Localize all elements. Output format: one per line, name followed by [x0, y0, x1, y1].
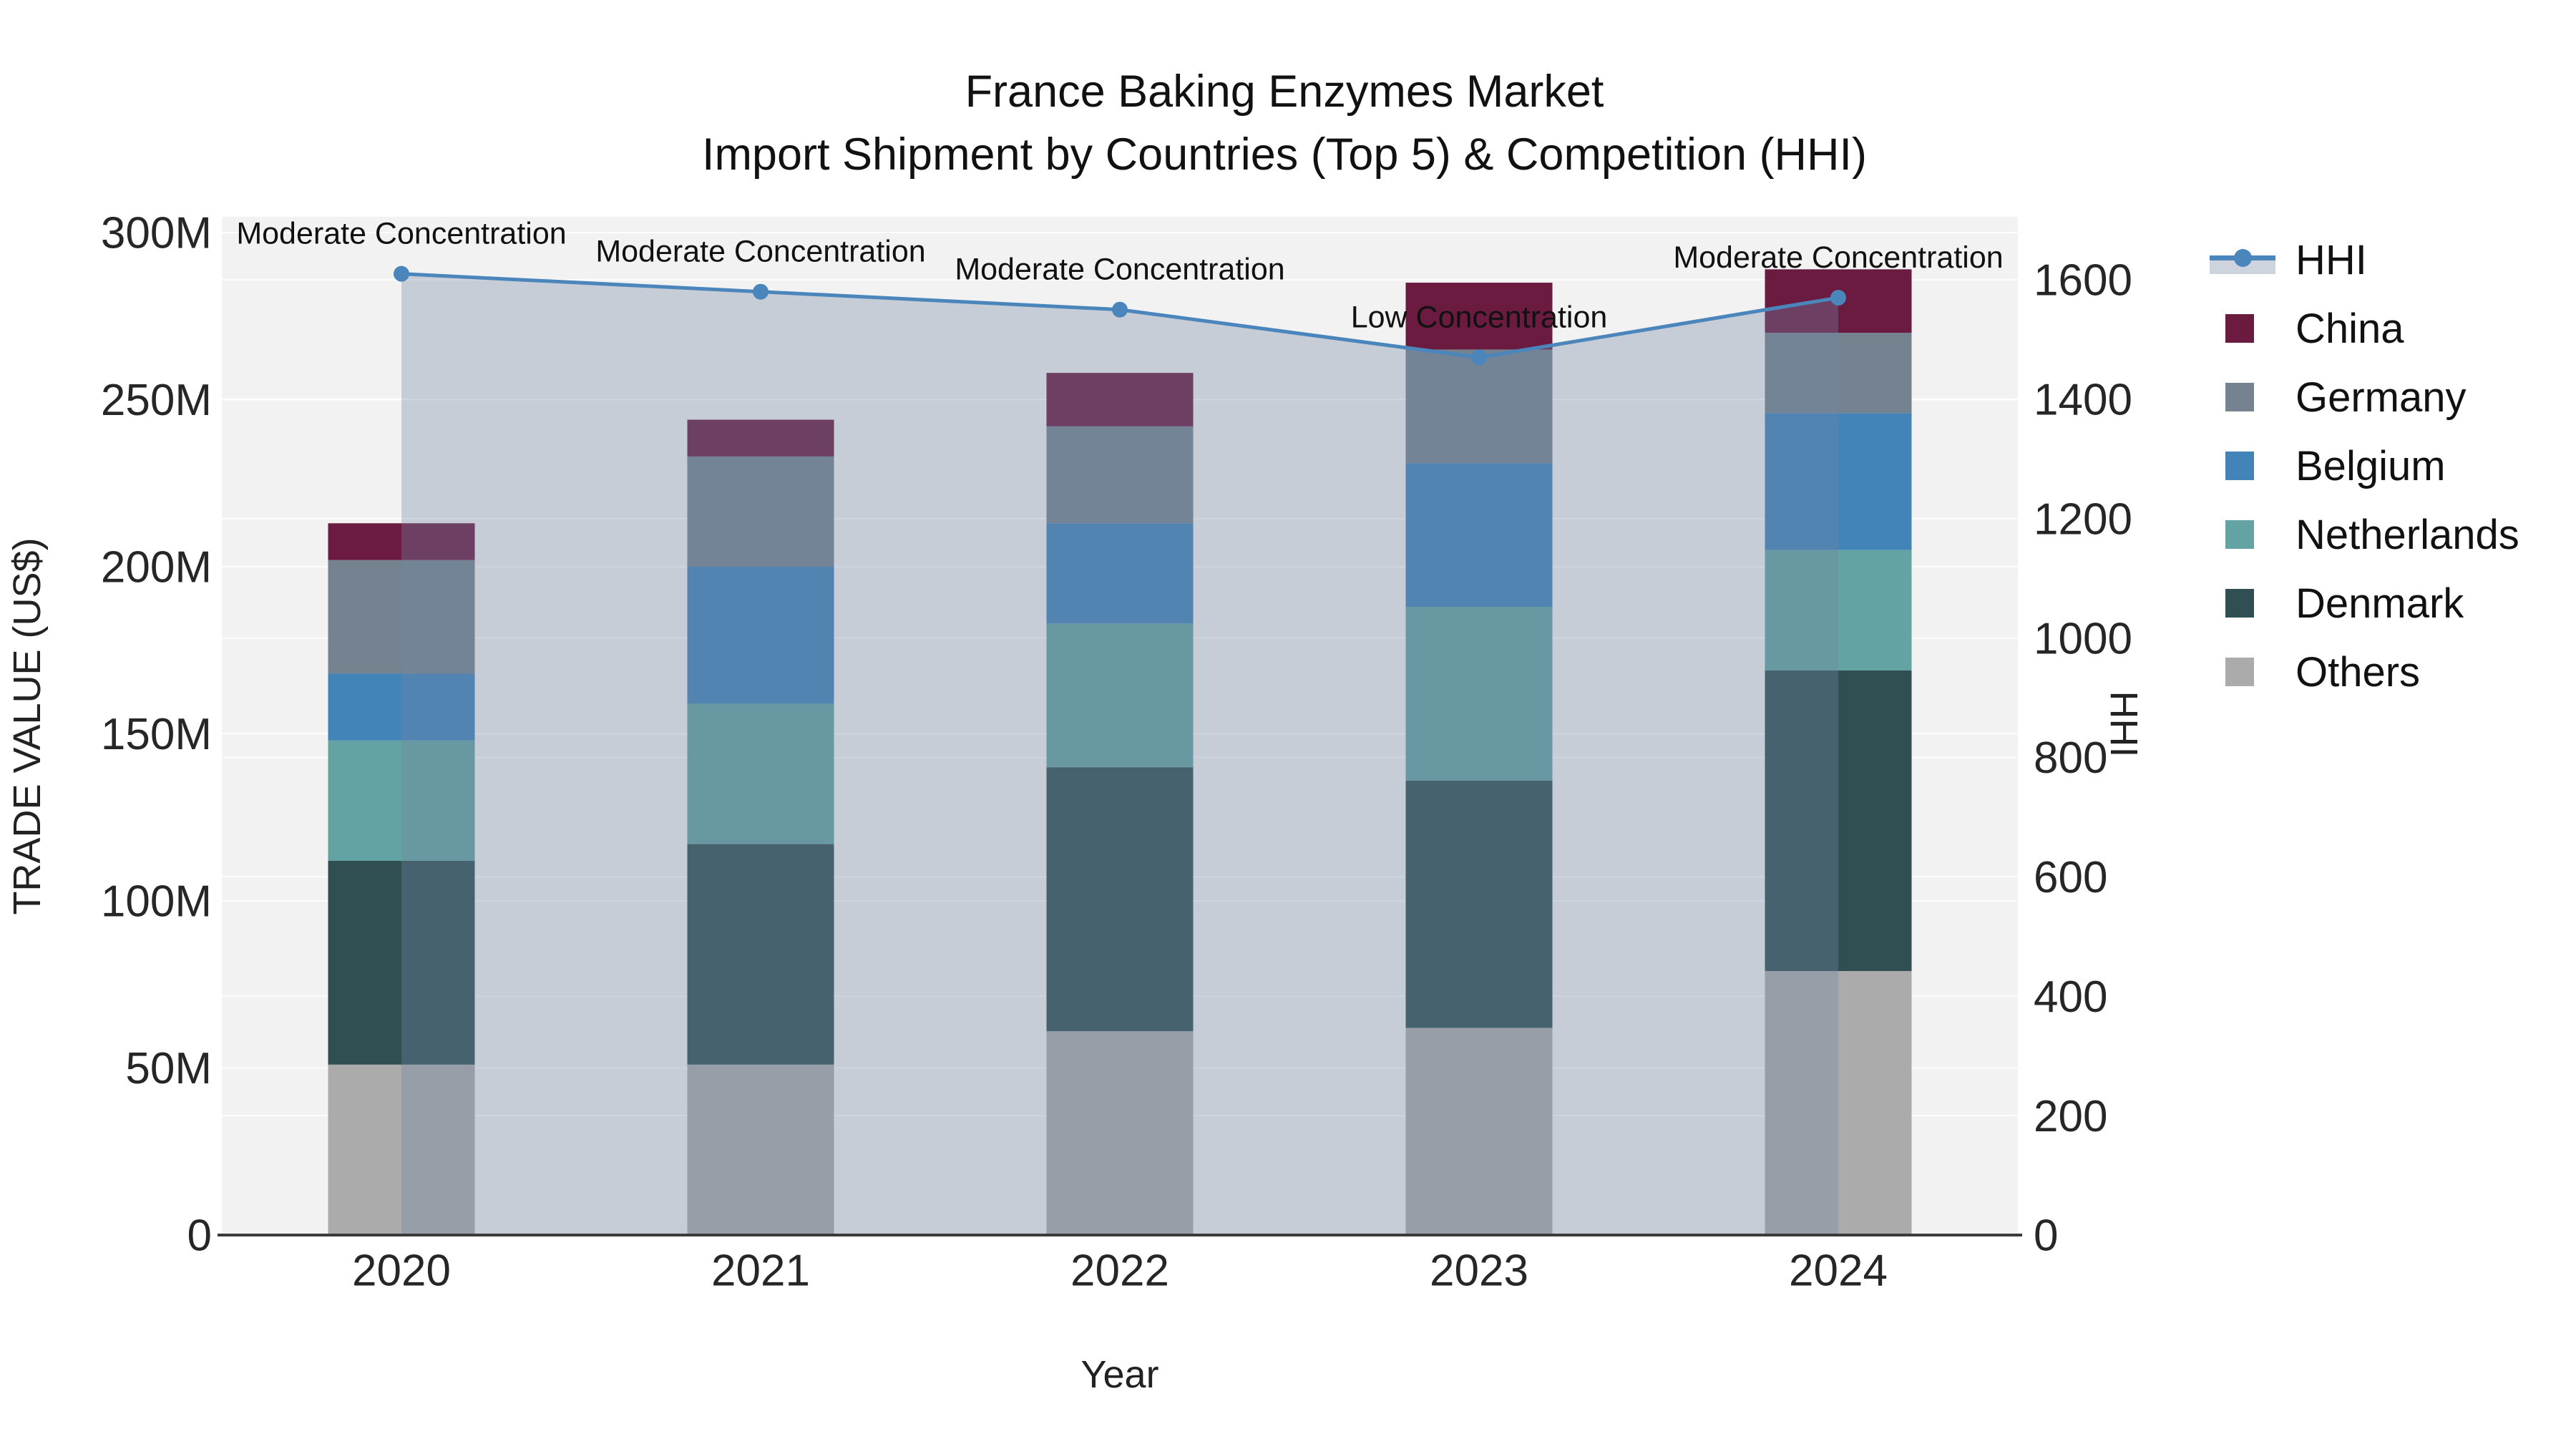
chart-title-line2: Import Shipment by Countries (Top 5) & C…	[701, 130, 1868, 180]
y-left-tick-label: 300M	[101, 209, 212, 258]
chart-title: France Baking Enzymes Market Import Ship…	[0, 60, 2569, 186]
hhi-legend-symbol-cell	[2210, 238, 2290, 281]
bar-netherlands-2023[interactable]	[1405, 607, 1553, 781]
others-swatch-icon	[2225, 658, 2254, 686]
bar-others-2022[interactable]	[1046, 1031, 1194, 1235]
hhi-marker-2023[interactable]	[1471, 349, 1487, 366]
y-right-tick-label: 200	[2034, 1092, 2107, 1141]
hhi-marker-2024[interactable]	[1830, 290, 1846, 306]
bar-denmark-2020[interactable]	[328, 860, 475, 1065]
x-tick-label-2024: 2024	[1789, 1246, 1888, 1296]
bar-belgium-2020[interactable]	[328, 673, 475, 741]
bar-germany-2024[interactable]	[1765, 333, 1912, 414]
bar-denmark-2022[interactable]	[1046, 767, 1194, 1032]
y-right-tick-label: 1400	[2034, 376, 2132, 425]
bar-belgium-2023[interactable]	[1405, 463, 1553, 608]
bar-denmark-2021[interactable]	[687, 844, 834, 1065]
annotations: Moderate Concentration Moderate Concentra…	[236, 217, 2003, 335]
bar-others-2020[interactable]	[328, 1064, 475, 1235]
annotation-2021: Moderate Concentration	[595, 235, 925, 269]
x-tick-label-2020: 2020	[352, 1246, 451, 1296]
y-axis-title-right: HHI	[2102, 691, 2145, 758]
legend-item-germany[interactable]: Germany	[2210, 363, 2519, 431]
bar-belgium-2024[interactable]	[1765, 413, 1912, 550]
hhi-marker-2022[interactable]	[1112, 301, 1128, 318]
y-right-tick-label: 800	[2034, 733, 2107, 783]
legend-item-belgium[interactable]: Belgium	[2210, 431, 2519, 500]
netherlands-swatch-icon	[2225, 520, 2254, 549]
bar-belgium-2021[interactable]	[687, 567, 834, 704]
legend-label: HHI	[2296, 236, 2367, 283]
hhi-area	[401, 273, 1838, 1235]
y-right-tick-label: 600	[2034, 853, 2107, 902]
x-axis-title: Year	[1080, 1353, 1159, 1396]
y-left-tick-label: 0	[187, 1211, 212, 1261]
axis-ticks: 0 50M 100M 150M 200M 250M 300M 0 200 400 600 800 100…	[101, 209, 2132, 1296]
bar-netherlands-2024[interactable]	[1765, 550, 1912, 670]
bar-china-2023[interactable]	[1405, 283, 1553, 350]
bar-others-2023[interactable]	[1405, 1028, 1553, 1235]
y-right-tick-label: 1000	[2034, 614, 2132, 663]
annotation-2022: Moderate Concentration	[955, 253, 1284, 287]
chart-title-line1: France Baking Enzymes Market	[965, 67, 1604, 117]
annotation-2023: Low Concentration	[1351, 300, 1608, 334]
germany-swatch-icon	[2225, 383, 2254, 411]
bar-germany-2022[interactable]	[1046, 426, 1194, 524]
annotation-2024: Moderate Concentration	[1673, 240, 2003, 275]
y-left-tick-label: 250M	[101, 376, 212, 425]
bar-china-2020[interactable]	[328, 523, 475, 560]
x-tick-label-2021: 2021	[711, 1246, 810, 1296]
y-left-tick-label: 200M	[101, 543, 212, 592]
hhi-marker-2020[interactable]	[394, 265, 409, 282]
bar-china-2022[interactable]	[1046, 373, 1194, 426]
legend-item-denmark[interactable]: Denmark	[2210, 569, 2519, 638]
bar-germany-2023[interactable]	[1405, 349, 1553, 464]
bar-china-2021[interactable]	[687, 419, 834, 457]
legend: HHI China Germany Belgium Netherlands De…	[2210, 225, 2519, 706]
legend-item-others[interactable]: Others	[2210, 638, 2519, 706]
legend-label: Denmark	[2296, 580, 2464, 627]
x-tick-label-2023: 2023	[1430, 1246, 1528, 1296]
y-right-tick-label: 400	[2034, 972, 2107, 1022]
bar-germany-2021[interactable]	[687, 456, 834, 567]
legend-item-china[interactable]: China	[2210, 294, 2519, 363]
legend-label: Germany	[2296, 374, 2467, 421]
bar-denmark-2024[interactable]	[1765, 670, 1912, 972]
legend-label: China	[2296, 305, 2404, 352]
annotation-2020: Moderate Concentration	[236, 217, 566, 251]
legend-item-hhi[interactable]: HHI	[2210, 225, 2519, 294]
legend-label: Belgium	[2296, 442, 2446, 489]
y-left-tick-label: 100M	[101, 877, 212, 927]
belgium-swatch-icon	[2225, 452, 2254, 480]
y-axis-title-left: TRADE VALUE (US$)	[6, 537, 49, 915]
legend-label: Netherlands	[2296, 511, 2519, 558]
bars	[328, 269, 1912, 1235]
y-left-tick-label: 50M	[125, 1044, 212, 1093]
hhi-marker-2021[interactable]	[753, 283, 769, 300]
y-right-tick-label: 1200	[2034, 494, 2132, 544]
bar-denmark-2023[interactable]	[1405, 780, 1553, 1028]
y-right-tick-label: 1600	[2034, 256, 2132, 306]
bar-netherlands-2020[interactable]	[328, 740, 475, 861]
china-swatch-icon	[2225, 314, 2254, 343]
y-left-tick-label: 150M	[101, 710, 212, 759]
hhi-area-swatch	[2210, 260, 2275, 274]
hhi-line-icon	[2210, 241, 2275, 278]
hhi-marker-icon	[2234, 249, 2252, 267]
bar-belgium-2022[interactable]	[1046, 523, 1194, 624]
bar-others-2024[interactable]	[1765, 971, 1912, 1235]
x-tick-label-2022: 2022	[1070, 1246, 1169, 1296]
bar-netherlands-2021[interactable]	[687, 703, 834, 844]
denmark-swatch-icon	[2225, 589, 2254, 618]
legend-label: Others	[2296, 648, 2421, 696]
bar-netherlands-2022[interactable]	[1046, 623, 1194, 768]
y-right-tick-label: 0	[2034, 1211, 2058, 1261]
bar-germany-2020[interactable]	[328, 560, 475, 674]
bar-others-2021[interactable]	[687, 1064, 834, 1235]
legend-item-netherlands[interactable]: Netherlands	[2210, 500, 2519, 569]
